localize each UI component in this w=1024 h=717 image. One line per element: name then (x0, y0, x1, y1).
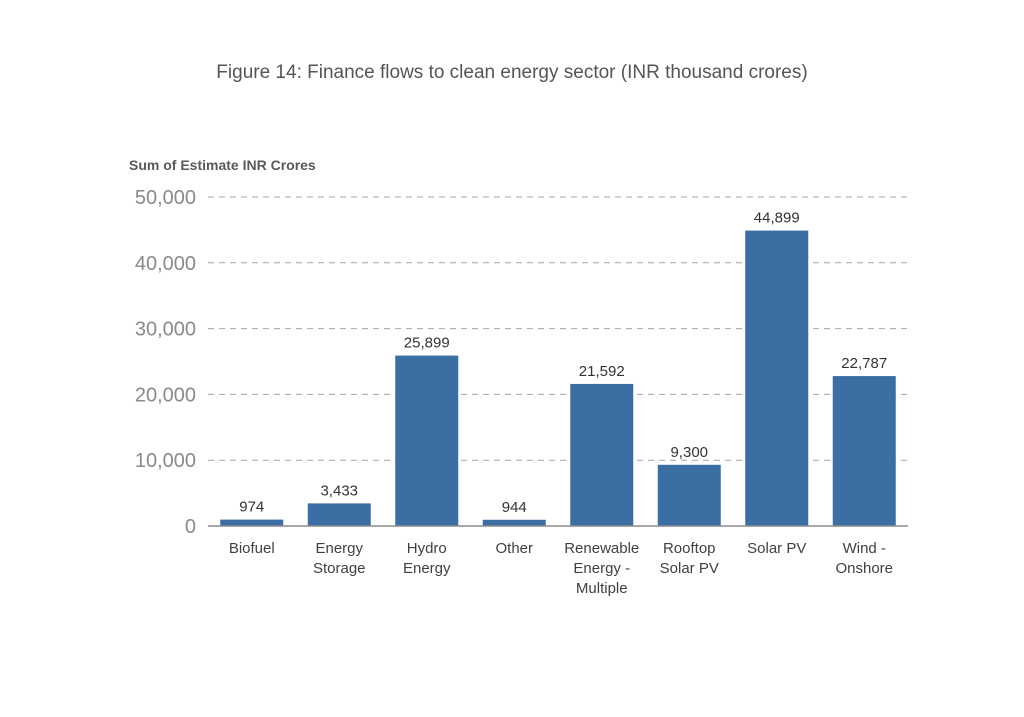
data-label: 21,592 (579, 363, 625, 380)
x-tick-label-line: Renewable (564, 540, 639, 557)
y-tick-label: 10,000 (135, 450, 196, 472)
data-label: 25,899 (404, 335, 450, 352)
bar (570, 383, 634, 526)
x-tick-label-line: Rooftop (663, 540, 716, 557)
chart-title: Figure 14: Finance flows to clean energy… (216, 62, 808, 83)
bar (745, 230, 809, 526)
x-tick-label: Solar PV (747, 540, 806, 557)
data-label: 3,433 (320, 482, 358, 499)
x-tick-label: Wind - Onshore (835, 540, 893, 577)
y-tick-label: 0 (185, 516, 196, 538)
y-tick-label: 40,000 (135, 253, 196, 275)
data-label: 944 (502, 499, 527, 516)
x-tick-label: Rooftop Solar PV (660, 540, 719, 577)
bar (220, 519, 284, 526)
x-tick-label-line: Energy (315, 540, 363, 557)
data-label: 974 (239, 499, 264, 516)
x-tick-label: Energy Storage (313, 540, 366, 577)
bar (832, 376, 896, 526)
y-tick-label: 50,000 (135, 187, 196, 209)
x-tick-label: Renewable Energy - Multiple (564, 540, 639, 597)
x-tick-label-line: Storage (313, 560, 366, 577)
x-tick-label-line: Energy (403, 560, 451, 577)
data-label: 44,899 (754, 210, 800, 227)
y-tick-label: 30,000 (135, 319, 196, 341)
x-tick-label-line: Biofuel (229, 540, 275, 557)
bar (307, 503, 371, 526)
y-axis-title: Sum of Estimate INR Crores (129, 157, 316, 173)
data-label: 9,300 (670, 444, 708, 461)
x-tick-label-line: Hydro (407, 540, 447, 557)
x-tick-label-line: Multiple (576, 580, 628, 597)
bar (657, 464, 721, 526)
bar (482, 519, 546, 526)
x-tick-label-line: Solar PV (747, 540, 806, 557)
x-tick-label-line: Onshore (835, 560, 893, 577)
x-tick-label-line: Solar PV (660, 560, 719, 577)
x-tick-label-line: Wind - (843, 540, 886, 557)
x-tick-label-line: Other (495, 540, 533, 557)
x-tick-label: Hydro Energy (403, 540, 451, 577)
y-tick-label: 20,000 (135, 384, 196, 406)
x-tick-label: Biofuel (229, 540, 275, 557)
bar (395, 355, 459, 526)
x-tick-label: Other (495, 540, 533, 557)
x-tick-label-line: Energy - (573, 560, 630, 577)
data-label: 22,787 (841, 355, 887, 372)
